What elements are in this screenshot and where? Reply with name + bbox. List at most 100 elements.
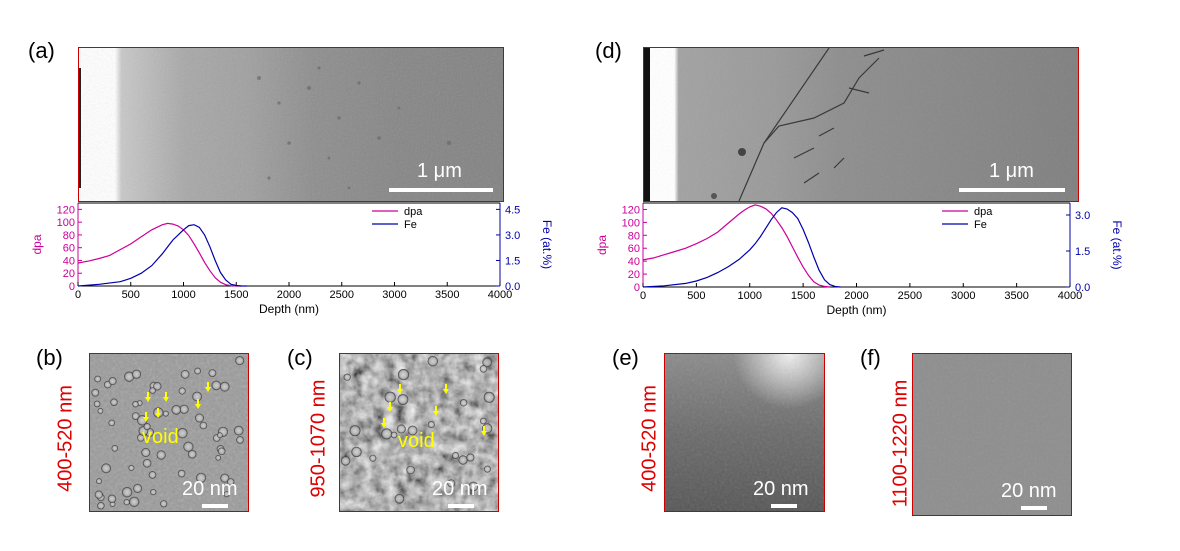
void-particle: [187, 449, 197, 459]
panel-b-micrograph: [90, 354, 248, 511]
void-particle: [107, 494, 117, 504]
void-particle: [406, 465, 415, 475]
void-particle: [397, 369, 410, 381]
y2-axis-label: Fe (at.%): [540, 220, 554, 269]
y-tick-label: 120: [622, 204, 640, 216]
x-tick-label: 3000: [382, 289, 406, 301]
panel-d-label: (d): [595, 38, 622, 63]
legend-label-dpa: dpa: [974, 206, 993, 218]
void-particle: [459, 399, 468, 407]
void-particle: [349, 425, 361, 437]
void-particle: [390, 431, 398, 439]
void-particle: [179, 404, 189, 414]
x-tick-label: 2000: [844, 290, 868, 302]
void-particle: [215, 455, 221, 461]
panel-d-micrograph: [644, 48, 1078, 201]
x-axis-label: Depth (nm): [259, 302, 319, 316]
void-particle: [132, 400, 139, 408]
panel-c-micrograph: [340, 354, 498, 511]
x-tick-label: 0: [640, 290, 646, 302]
x-tick-label: 3000: [951, 290, 975, 302]
void-particle: [227, 478, 235, 486]
void-particle: [156, 450, 166, 460]
void-particle: [121, 487, 133, 498]
x-axis-label: Depth (nm): [826, 303, 886, 317]
void-particle: [178, 387, 186, 395]
panel-e-tem-image: 20 nm: [664, 353, 825, 512]
x-tick-label: 0: [75, 289, 81, 301]
panel-c-scale-bar: [448, 504, 474, 508]
y-tick-label: 40: [628, 256, 640, 268]
void-particle: [110, 398, 118, 406]
legend-label-dpa: dpa: [404, 206, 423, 218]
void-particle: [94, 375, 102, 383]
y-tick-label: 40: [63, 255, 75, 267]
panel-b-depth-range: 400-520 nm: [54, 385, 77, 492]
void-particle: [143, 423, 151, 431]
void-particle: [141, 448, 151, 458]
panel-c-tem-image: void 20 nm: [339, 353, 499, 512]
panel-c-scale-label: 20 nm: [432, 478, 488, 500]
y-tick-label: 20: [63, 268, 75, 280]
void-particle: [452, 452, 460, 460]
void-particle: [466, 453, 475, 462]
y2-tick-label: 4.5: [505, 204, 520, 216]
void-arrow-icons: [381, 384, 487, 436]
void-particle: [340, 456, 351, 466]
panel-a-scale-label: 1 μm: [417, 160, 462, 182]
void-particle: [91, 388, 100, 397]
panel-c-void-label: void: [398, 430, 435, 452]
panel-b-scale-bar: [202, 504, 228, 508]
void-particle: [468, 481, 479, 492]
panel-d-scale-label: 1 μm: [989, 160, 1034, 182]
void-particle: [397, 394, 409, 405]
void-particle: [180, 369, 190, 379]
x-tick-label: 500: [122, 289, 140, 301]
panel-f-micrograph: [913, 354, 1071, 515]
void-particle: [407, 425, 418, 436]
y-tick-label: 20: [628, 269, 640, 281]
panel-f-depth-range: 1100-1220 nm: [889, 379, 912, 508]
y-tick-label: 120: [57, 204, 75, 216]
void-particle: [381, 428, 393, 440]
x-tick-label: 1000: [738, 290, 762, 302]
void-particle: [101, 463, 111, 474]
void-particle: [211, 380, 222, 391]
void-particle: [177, 469, 186, 478]
y2-tick-label: 3.0: [1075, 210, 1090, 222]
void-particle: [208, 369, 217, 377]
panel-c-label: (c): [287, 345, 313, 370]
x-tick-label: 1000: [171, 289, 195, 301]
void-particle: [97, 502, 105, 510]
void-particle: [219, 381, 230, 392]
void-particle: [129, 496, 140, 507]
void-particle: [194, 367, 201, 375]
panel-b-scale-label: 20 nm: [182, 478, 238, 500]
x-tick-label: 4000: [488, 289, 512, 301]
void-arrow-icons: [143, 382, 211, 422]
y-tick-label: 0: [69, 281, 75, 293]
void-particle: [128, 464, 135, 471]
void-particle: [149, 387, 156, 394]
panel-d-scale-bar: [959, 188, 1065, 192]
x-tick-label: 3500: [1004, 290, 1028, 302]
void-particle: [108, 419, 116, 427]
y2-tick-label: 0.0: [1075, 282, 1090, 294]
void-particle: [480, 417, 487, 425]
series-line-fe: [77, 224, 247, 287]
void-particle: [96, 478, 102, 485]
void-particle: [394, 494, 405, 504]
void-particle: [183, 441, 194, 452]
void-particle: [93, 400, 101, 408]
void-particle: [447, 479, 456, 488]
void-particle: [171, 404, 182, 415]
y-tick-label: 80: [628, 230, 640, 242]
x-tick-label: 1500: [224, 289, 248, 301]
void-particle: [94, 490, 103, 499]
panel-a-tem-image: 1 μm: [78, 47, 504, 202]
y-tick-label: 60: [63, 243, 75, 255]
legend-label-fe: Fe: [974, 219, 987, 231]
x-tick-label: 2500: [330, 289, 354, 301]
panel-b-tem-image: void 20 nm: [89, 353, 249, 512]
void-particle: [458, 455, 468, 465]
